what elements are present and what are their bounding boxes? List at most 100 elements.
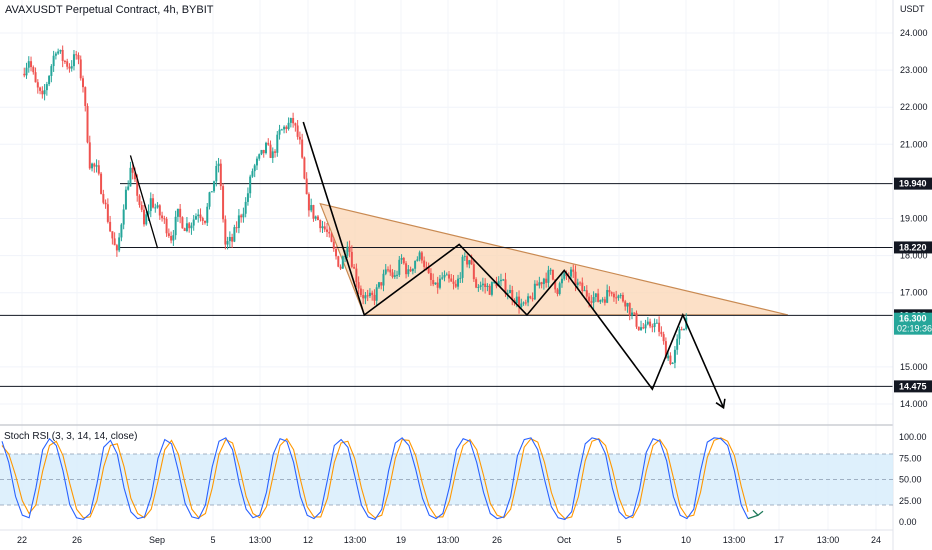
candle-body [328, 231, 331, 234]
candle-body [380, 282, 383, 286]
candle-body [215, 166, 218, 182]
time-axis-tick: 13:00 [344, 535, 367, 545]
candle-body [314, 216, 317, 219]
candle-body [147, 211, 150, 215]
candle-body [434, 282, 437, 285]
candle-body [375, 287, 378, 301]
candle-body [438, 278, 441, 288]
candle-body [217, 163, 220, 167]
candle-body [88, 142, 91, 169]
candle-body [68, 66, 71, 69]
drawings[interactable] [129, 121, 726, 410]
candle-body [671, 362, 674, 364]
level-tag [894, 380, 932, 393]
candle-body [224, 219, 227, 245]
rsi-drawings[interactable] [747, 509, 764, 520]
candle-body [233, 227, 236, 242]
candle-body [301, 139, 304, 158]
time-axis-tick: 13:00 [723, 535, 746, 545]
candle-body [45, 84, 48, 91]
candle-body [631, 312, 633, 316]
candle-body [145, 214, 148, 225]
candle-body [391, 272, 394, 277]
candle-body [542, 278, 545, 285]
candle-body [97, 165, 100, 174]
time-axis-tick: 5 [616, 535, 621, 545]
candle-body [429, 273, 432, 280]
candle-body [432, 279, 435, 285]
candle-body [278, 129, 281, 135]
stoch-rsi-lines [1, 437, 749, 521]
candle-body [484, 283, 487, 288]
candle-body [158, 205, 161, 216]
candle-body [405, 263, 408, 275]
candle-body [84, 87, 87, 107]
candle-body [407, 269, 410, 275]
candle-body [642, 327, 645, 329]
candle-body [271, 151, 274, 158]
candle-body [228, 237, 231, 242]
candle-body [497, 281, 500, 287]
horizontal-levels[interactable] [0, 183, 893, 387]
candle-body [204, 220, 206, 223]
candle-body [416, 259, 419, 261]
rsi-axis-tick: 0.00 [899, 517, 917, 527]
candle-body [199, 214, 202, 219]
zigzag-projection [302, 121, 725, 409]
candle-body [70, 66, 73, 69]
candle-body [520, 303, 523, 308]
candle-body [127, 186, 130, 190]
candle-body [676, 338, 679, 350]
candle-body [174, 216, 177, 236]
candle-body [606, 290, 609, 303]
candle-body [231, 237, 234, 242]
candle-body [222, 186, 225, 220]
candle-body [506, 293, 509, 295]
candle-body [481, 283, 484, 286]
rsi-axis-tick: 25.00 [899, 496, 922, 506]
candle-body [57, 51, 60, 54]
time-axis-tick: Oct [557, 535, 572, 545]
candle-body [287, 122, 290, 129]
candle-body [644, 324, 647, 329]
price-axis[interactable]: USDT 24.000 23.000 22.000 21.000 19.000 18.000… [900, 4, 928, 409]
candle-body [190, 225, 193, 229]
candle-body [594, 293, 597, 298]
candle-body [258, 154, 261, 159]
price-pane[interactable] [0, 0, 893, 530]
candle-body [100, 173, 103, 194]
candle-body [635, 312, 638, 327]
time-axis-tick: 12 [303, 535, 313, 545]
candle-body [296, 125, 299, 137]
candle-body [398, 259, 401, 275]
candle-body [77, 55, 80, 60]
rsi-axis[interactable]: 100.00 75.00 50.00 25.00 0.00 [899, 432, 927, 527]
candle-body [50, 66, 53, 76]
candle-body [197, 214, 200, 217]
candle-body [504, 279, 507, 294]
candle-body [140, 204, 143, 210]
candle-body [420, 252, 423, 261]
candle-body [206, 206, 209, 223]
time-axis[interactable]: 22 26 Sep 5 13:00 12 13:00 19 13:00 26 Oct 5 10 13:00… [17, 535, 881, 545]
chart-title: AVAXUSDT Perpetual Contract, 4h, BYBIT [5, 4, 214, 16]
rsi-axis-tick: 100.00 [899, 432, 927, 442]
descending-triangle[interactable] [319, 202, 789, 316]
candle-body [226, 241, 229, 245]
candle-body [242, 213, 245, 218]
candle-body [640, 327, 643, 330]
time-axis-tick: 24 [871, 535, 881, 545]
candle-body [156, 205, 159, 208]
candle-body [680, 329, 683, 331]
candle-body [167, 233, 170, 236]
candle-body [529, 296, 532, 299]
candle-body [549, 269, 552, 271]
candlesticks [23, 45, 688, 369]
candle-body [63, 60, 66, 62]
price-axis-currency: USDT [900, 4, 925, 14]
candle-body [335, 248, 338, 257]
candle-body [603, 299, 606, 303]
stoch-rsi-pane[interactable] [0, 437, 893, 521]
candle-body [366, 295, 369, 297]
